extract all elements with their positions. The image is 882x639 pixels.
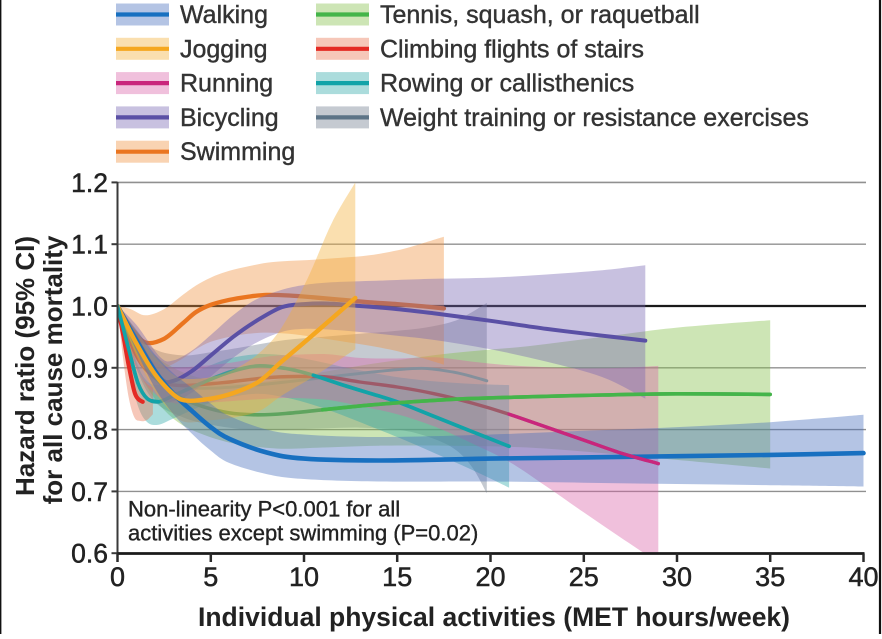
svg-text:10: 10 — [289, 562, 319, 592]
svg-text:0.7: 0.7 — [71, 477, 108, 507]
svg-text:Swimming: Swimming — [180, 138, 295, 166]
svg-text:1.1: 1.1 — [71, 230, 108, 260]
svg-text:Climbing flights of stairs: Climbing flights of stairs — [380, 35, 644, 63]
svg-text:Non-linearity P<0.001 for all: Non-linearity P<0.001 for all — [128, 497, 400, 522]
svg-text:Bicycling: Bicycling — [180, 104, 279, 132]
svg-text:0: 0 — [110, 562, 125, 592]
svg-text:for all cause mortality: for all cause mortality — [38, 235, 68, 504]
svg-text:Walking: Walking — [180, 1, 268, 29]
svg-text:0.9: 0.9 — [71, 353, 108, 383]
svg-text:15: 15 — [382, 562, 412, 592]
svg-text:activities except swimming (P=: activities except swimming (P=0.02) — [128, 521, 478, 546]
svg-text:Tennis, squash, or raquetball: Tennis, squash, or raquetball — [380, 1, 700, 29]
svg-text:Running: Running — [180, 70, 273, 98]
svg-text:20: 20 — [475, 562, 505, 592]
svg-text:40: 40 — [848, 562, 878, 592]
svg-text:Weight training or resistance: Weight training or resistance exercises — [380, 104, 809, 132]
svg-text:1.2: 1.2 — [71, 168, 108, 198]
svg-text:1.0: 1.0 — [71, 292, 108, 322]
svg-text:30: 30 — [662, 562, 692, 592]
svg-text:5: 5 — [203, 562, 218, 592]
svg-text:0.6: 0.6 — [71, 539, 108, 569]
svg-text:Jogging: Jogging — [180, 35, 268, 63]
svg-text:35: 35 — [755, 562, 785, 592]
svg-text:25: 25 — [569, 562, 599, 592]
svg-text:Hazard ratio (95% CI): Hazard ratio (95% CI) — [10, 236, 40, 496]
svg-text:0.8: 0.8 — [71, 415, 108, 445]
svg-text:Individual physical activities: Individual physical activities (MET hour… — [198, 602, 790, 632]
svg-text:Rowing or callisthenics: Rowing or callisthenics — [380, 70, 634, 98]
